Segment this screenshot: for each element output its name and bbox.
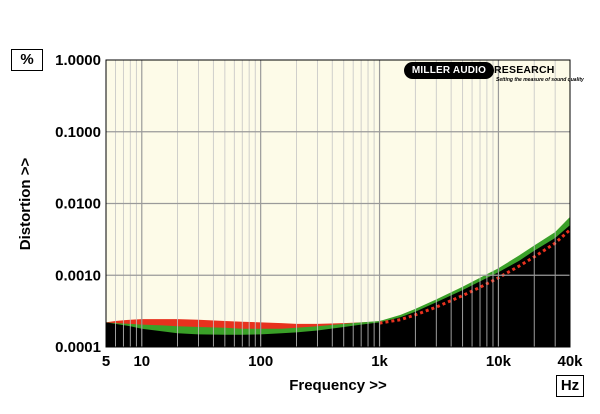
y-tick-label: 0.0001	[55, 339, 101, 356]
grid-layer	[106, 60, 570, 347]
x-tick-label: 10	[133, 353, 150, 370]
y-tick-labels: 1.0000 0.1000 0.0100 0.0010 0.0001	[55, 52, 101, 356]
x-tick-label: 40k	[557, 353, 583, 370]
x-unit-box: Hz	[556, 375, 584, 397]
y-tick-label: 0.1000	[55, 124, 101, 141]
y-unit-box: %	[11, 49, 43, 71]
logo-tagline: Setting the measure of sound quality	[496, 77, 584, 83]
miller-audio-research-logo: MILLER AUDIO RESEARCH Setting the measur…	[404, 62, 584, 88]
x-tick-label: 1k	[371, 353, 388, 370]
y-tick-label: 0.0100	[55, 196, 101, 213]
x-axis-title: Frequency >>	[289, 377, 387, 394]
series-red-dotted-line	[379, 228, 572, 325]
x-tick-label: 10k	[486, 353, 512, 370]
y-axis-title: Distortion >>	[17, 158, 34, 251]
x-tick-labels: 5 10 100 1k 10k 40k	[102, 353, 583, 370]
plot-frame	[105, 59, 571, 348]
series-black-area	[106, 225, 570, 347]
y-tick-label: 1.0000	[55, 52, 101, 69]
logo-pill: MILLER AUDIO	[404, 62, 494, 79]
x-tick-label: 100	[248, 353, 273, 370]
y-tick-label: 0.0010	[55, 267, 101, 284]
x-tick-label: 5	[102, 353, 110, 370]
logo-right-text: RESEARCH	[494, 64, 555, 76]
series-layer	[106, 216, 572, 347]
